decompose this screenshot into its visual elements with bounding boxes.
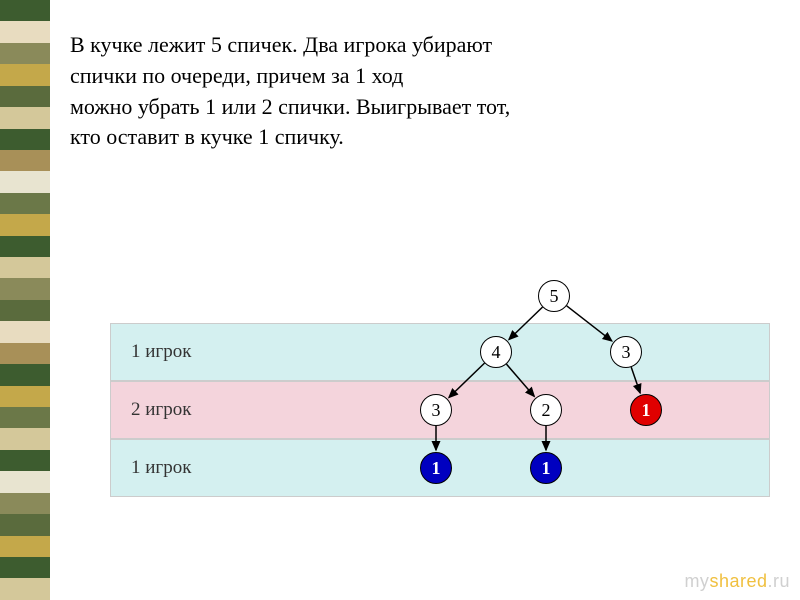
game-tree-diagram: 1 игрок2 игрок1 игрок54332111 [110, 280, 770, 560]
stripe [0, 364, 50, 385]
tree-edge [567, 306, 612, 341]
stripe [0, 257, 50, 278]
stripe [0, 150, 50, 171]
stripe [0, 407, 50, 428]
stripe [0, 171, 50, 192]
stripe [0, 514, 50, 535]
tree-node-n1b: 1 [530, 452, 562, 484]
stripe [0, 129, 50, 150]
tree-node-n1a: 1 [420, 452, 452, 484]
tree-node-n3b: 3 [420, 394, 452, 426]
tree-edge [631, 367, 640, 393]
watermark-suffix: .ru [767, 571, 790, 591]
stripe [0, 64, 50, 85]
watermark-accent: shared [709, 571, 767, 591]
stripe [0, 43, 50, 64]
tree-node-n3a: 3 [610, 336, 642, 368]
stripe [0, 493, 50, 514]
problem-line-1: В кучке лежит 5 спичек. Два игрока убира… [70, 32, 492, 57]
stripe [0, 21, 50, 42]
stripe [0, 278, 50, 299]
problem-line-4: кто оставит в кучке 1 спичку. [70, 124, 344, 149]
tree-node-n4: 4 [480, 336, 512, 368]
stripe [0, 107, 50, 128]
stripe [0, 214, 50, 235]
tree-node-n1r: 1 [630, 394, 662, 426]
stripe [0, 343, 50, 364]
stripe [0, 557, 50, 578]
content-area: В кучке лежит 5 спичек. Два игрока убира… [70, 30, 780, 153]
stripe [0, 86, 50, 107]
stripe [0, 536, 50, 557]
stripe [0, 450, 50, 471]
stripe [0, 428, 50, 449]
tree-edge [506, 364, 534, 396]
stripe [0, 471, 50, 492]
stripe [0, 0, 50, 21]
stripe [0, 578, 50, 599]
problem-line-2: спички по очереди, причем за 1 ход [70, 63, 403, 88]
stripe [0, 193, 50, 214]
problem-line-3: можно убрать 1 или 2 спички. Выигрывает … [70, 94, 510, 119]
stripe [0, 321, 50, 342]
stripe [0, 300, 50, 321]
decorative-stripe-bar [0, 0, 50, 600]
watermark: myshared.ru [684, 571, 790, 592]
problem-text: В кучке лежит 5 спичек. Два игрока убира… [70, 30, 780, 153]
tree-node-n5: 5 [538, 280, 570, 312]
tree-edge [509, 307, 543, 339]
tree-edge [449, 363, 485, 397]
tree-node-n2: 2 [530, 394, 562, 426]
stripe [0, 386, 50, 407]
stripe [0, 236, 50, 257]
watermark-prefix: my [684, 571, 709, 591]
